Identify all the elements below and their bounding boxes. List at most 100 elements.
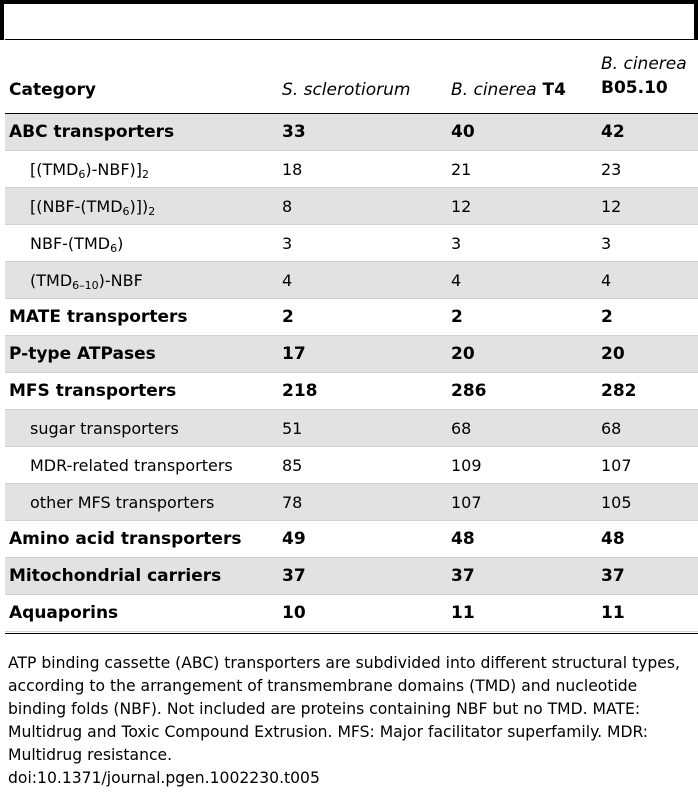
table-row: MATE transporters 2 2 2 [5, 299, 698, 336]
value-b-cinerea-b0510: 37 [601, 566, 625, 586]
row-separator [5, 150, 698, 151]
table-row: [(NBF-(TMD6)])2 8 12 12 [5, 188, 698, 225]
value-s-sclerotiorum: 51 [282, 419, 303, 438]
row-category: sugar transporters [30, 419, 179, 438]
table-body: ABC transporters 33 40 42 [(TMD6)-NBF)]2 18 21… [5, 114, 698, 632]
value-s-sclerotiorum: 85 [282, 456, 303, 475]
header-b-cinerea-b0510-strain: B05.10 [601, 78, 668, 98]
value-s-sclerotiorum: 218 [282, 381, 318, 401]
value-b-cinerea-t4: 37 [451, 566, 475, 586]
value-b-cinerea-t4: 12 [451, 197, 472, 216]
header-b-cinerea-t4: B. cinerea T4 [451, 80, 566, 100]
header-s-sclerotiorum-label: S. sclerotiorum [282, 80, 411, 100]
row-separator [5, 224, 698, 225]
row-category: MATE transporters [9, 307, 188, 327]
row-category: P-type ATPases [9, 344, 156, 364]
table-footnote: ATP binding cassette (ABC) transporters … [8, 654, 680, 764]
value-b-cinerea-b0510: 2 [601, 307, 613, 327]
row-category: Mitochondrial carriers [9, 566, 222, 586]
value-s-sclerotiorum: 33 [282, 122, 306, 142]
value-b-cinerea-t4: 109 [451, 456, 482, 475]
row-separator [5, 372, 698, 373]
header-b-cinerea-b0510: B. cinerea B05.10 [601, 52, 687, 100]
row-separator [5, 409, 698, 410]
row-category: other MFS transporters [30, 493, 215, 512]
value-s-sclerotiorum: 49 [282, 529, 306, 549]
value-b-cinerea-b0510: 4 [601, 271, 612, 290]
row-separator [5, 187, 698, 188]
row-category: [(NBF-(TMD6)])2 [30, 197, 156, 218]
header-bottom-rule [5, 113, 698, 114]
value-s-sclerotiorum: 8 [282, 197, 293, 216]
value-b-cinerea-t4: 286 [451, 381, 487, 401]
value-b-cinerea-b0510: 105 [601, 493, 632, 512]
header-b-cinerea-species: B. cinerea [451, 80, 537, 100]
row-separator [5, 483, 698, 484]
value-b-cinerea-t4: 68 [451, 419, 472, 438]
row-separator [5, 631, 698, 632]
table-row: NBF-(TMD6) 3 3 3 [5, 225, 698, 262]
table-row: MDR-related transporters 85 109 107 [5, 447, 698, 484]
table-header-row: Category S. sclerotiorum B. cinerea T4 B… [5, 40, 698, 113]
value-b-cinerea-t4: 2 [451, 307, 463, 327]
frame-right-rule [694, 0, 698, 40]
frame-top-rule [0, 0, 698, 4]
row-separator [5, 335, 698, 336]
value-b-cinerea-b0510: 3 [601, 234, 612, 253]
row-category: MDR-related transporters [30, 456, 233, 475]
value-b-cinerea-b0510: 48 [601, 529, 625, 549]
header-b-cinerea-b0510-species: B. cinerea [601, 54, 687, 74]
table-row: (TMD6–10)-NBF 4 4 4 [5, 262, 698, 299]
value-b-cinerea-b0510: 68 [601, 419, 622, 438]
row-category: Aquaporins [9, 603, 119, 623]
table-row: sugar transporters 51 68 68 [5, 410, 698, 447]
frame-left-rule [0, 0, 4, 40]
value-s-sclerotiorum: 10 [282, 603, 306, 623]
value-s-sclerotiorum: 3 [282, 234, 293, 253]
value-s-sclerotiorum: 37 [282, 566, 306, 586]
table-row: other MFS transporters 78 107 105 [5, 484, 698, 521]
value-b-cinerea-t4: 21 [451, 160, 472, 179]
value-b-cinerea-t4: 40 [451, 122, 475, 142]
row-category: MFS transporters [9, 381, 177, 401]
table-row: [(TMD6)-NBF)]2 18 21 23 [5, 151, 698, 188]
value-b-cinerea-b0510: 42 [601, 122, 625, 142]
row-separator [5, 594, 698, 595]
value-b-cinerea-t4: 3 [451, 234, 462, 253]
value-s-sclerotiorum: 78 [282, 493, 303, 512]
header-top-rule [5, 39, 698, 40]
table-doi: doi:10.1371/journal.pgen.1002230.t005 [8, 769, 320, 787]
value-b-cinerea-b0510: 107 [601, 456, 632, 475]
table-row: MFS transporters 218 286 282 [5, 373, 698, 410]
value-s-sclerotiorum: 2 [282, 307, 294, 327]
value-b-cinerea-t4: 48 [451, 529, 475, 549]
table-row: ABC transporters 33 40 42 [5, 114, 698, 151]
table-row: Amino acid transporters 49 48 48 [5, 521, 698, 558]
table-top-frame [0, 0, 698, 40]
value-b-cinerea-t4: 107 [451, 493, 482, 512]
value-s-sclerotiorum: 17 [282, 344, 306, 364]
value-b-cinerea-t4: 11 [451, 603, 475, 623]
row-category: NBF-(TMD6) [30, 234, 124, 255]
table-row: Aquaporins 10 11 11 [5, 595, 698, 632]
row-separator [5, 298, 698, 299]
value-b-cinerea-t4: 20 [451, 344, 475, 364]
table-row: Mitochondrial carriers 37 37 37 [5, 558, 698, 595]
row-separator [5, 261, 698, 262]
header-category: Category [9, 80, 96, 100]
row-category: Amino acid transporters [9, 529, 242, 549]
row-separator [5, 557, 698, 558]
table-bottom-rule [5, 633, 698, 634]
header-s-sclerotiorum: S. sclerotiorum [282, 80, 411, 100]
value-b-cinerea-b0510: 12 [601, 197, 622, 216]
table-row: P-type ATPases 17 20 20 [5, 336, 698, 373]
row-category: ABC transporters [9, 122, 175, 142]
row-category: [(TMD6)-NBF)]2 [30, 160, 150, 181]
row-separator [5, 446, 698, 447]
value-s-sclerotiorum: 4 [282, 271, 293, 290]
row-separator [5, 520, 698, 521]
value-b-cinerea-b0510: 20 [601, 344, 625, 364]
header-b-cinerea-strain: T4 [536, 80, 566, 100]
row-category: (TMD6–10)-NBF [30, 271, 143, 292]
value-b-cinerea-b0510: 23 [601, 160, 622, 179]
